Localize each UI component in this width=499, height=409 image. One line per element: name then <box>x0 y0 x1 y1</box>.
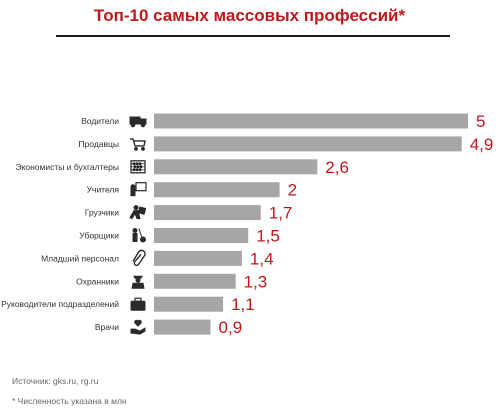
bar <box>154 182 280 198</box>
title-underline <box>56 35 450 37</box>
shopping-cart-icon <box>130 138 146 151</box>
value-label: 0,9 <box>219 318 243 337</box>
chart-title: Топ-10 самых массовых профессий* <box>93 6 406 25</box>
category-label: Учителя <box>87 185 120 195</box>
bar <box>154 136 462 152</box>
bar <box>154 273 236 289</box>
category-label: Водители <box>81 116 119 126</box>
category-label: Уборщики <box>79 231 119 241</box>
value-label: 5 <box>476 112 485 131</box>
loader-carrying-box-icon <box>129 205 147 220</box>
value-label: 1,4 <box>250 249 274 268</box>
category-label: Младший персонал <box>41 253 119 263</box>
abacus-icon <box>130 160 146 174</box>
source-note: Источник: gks.ru, rg.ru <box>12 376 99 386</box>
footnote: * Численность указана в млн <box>12 396 127 406</box>
teacher-board-icon <box>130 182 147 197</box>
category-label: Продавцы <box>78 139 119 149</box>
briefcase-icon <box>130 297 146 311</box>
value-label: 1,1 <box>231 295 255 314</box>
bar <box>154 159 318 175</box>
bar <box>154 205 261 221</box>
category-label: Экономисты и бухгалтеры <box>15 162 119 172</box>
category-label: Грузчики <box>85 208 120 218</box>
value-label: 1,5 <box>256 227 280 246</box>
bar-chart: Водители 5 Продавцы 4,9 Экономисты и бухгалт… <box>1 112 494 337</box>
value-label: 1,7 <box>269 204 293 223</box>
bar <box>154 228 249 243</box>
bar <box>154 250 242 266</box>
truck-icon <box>129 116 147 128</box>
value-label: 2 <box>288 181 297 200</box>
cleaner-mop-icon <box>132 228 146 243</box>
value-label: 4,9 <box>470 135 494 154</box>
paperclip-icon <box>132 249 146 267</box>
category-label: Врачи <box>95 322 119 332</box>
bar <box>154 113 468 129</box>
value-label: 1,3 <box>244 272 268 291</box>
value-label: 2,6 <box>325 158 349 177</box>
category-label: Охранники <box>76 276 119 286</box>
security-guard-icon <box>131 275 145 289</box>
doctor-hand-heart-icon <box>130 319 146 335</box>
bar <box>154 319 211 335</box>
bar <box>154 296 224 312</box>
category-label: Руководители подразделений <box>1 299 119 309</box>
